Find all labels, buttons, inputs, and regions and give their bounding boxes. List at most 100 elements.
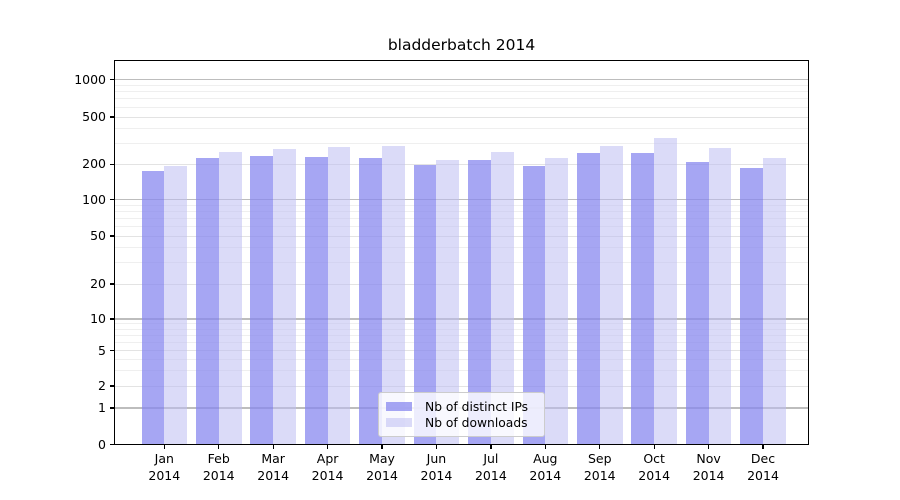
gridline-minor-30 (114, 262, 809, 264)
x-tick-label-mar: Mar 2014 (245, 451, 301, 484)
x-tick-label-nov: Nov 2014 (681, 451, 737, 484)
bar-ips-jul (468, 160, 491, 445)
y-tick-label-20: 20 (90, 276, 106, 291)
gridline-minor-80 (114, 210, 809, 212)
y-tick-20 (109, 283, 114, 285)
month-name: Oct (643, 451, 665, 466)
x-tick-feb (218, 444, 220, 449)
y-tick-0 (109, 443, 114, 446)
x-tick-jul (490, 444, 492, 449)
bar-downloads-nov (708, 148, 732, 445)
gridline-minor-300 (114, 142, 809, 144)
bar-downloads-feb (218, 152, 242, 445)
gridline-minor-9 (114, 323, 809, 325)
month-name: Aug (533, 451, 558, 466)
month-name: Feb (207, 451, 230, 466)
bar-ips-nov (685, 161, 709, 445)
x-tick-label-feb: Feb 2014 (191, 451, 247, 484)
bar-downloads-may (382, 145, 405, 445)
x-tick-sep (599, 444, 601, 449)
bar-ips-oct (631, 153, 655, 445)
y-tick-label-1: 1 (98, 400, 106, 415)
y-tick-label-10: 10 (90, 311, 106, 326)
plot-area (114, 60, 809, 445)
x-tick-aug (544, 444, 546, 449)
month-name: Jun (426, 451, 447, 466)
month-year: 2014 (583, 467, 616, 483)
bar-ips-mar (250, 155, 274, 445)
bar-ips-dec (740, 167, 764, 445)
month-year: 2014 (202, 467, 235, 483)
bar-downloads-apr (327, 146, 351, 445)
y-tick-label-50: 50 (90, 228, 106, 243)
bar-ips-feb (195, 158, 219, 445)
gridline-20 (114, 283, 809, 285)
y-tick-500 (109, 116, 114, 118)
chart-title: bladderbatch 2014 (387, 36, 536, 54)
x-tick-nov (707, 444, 710, 449)
x-tick-label-aug: Aug 2014 (517, 451, 573, 484)
gridline-minor-900 (114, 84, 809, 86)
x-tick-label-dec: Dec 2014 (735, 451, 791, 484)
x-tick-label-jul: Jul 2014 (463, 451, 519, 484)
month-name: Sep (587, 451, 612, 466)
gridline-5 (114, 350, 809, 351)
month-name: Nov (696, 451, 721, 466)
gridline-100 (114, 198, 809, 201)
gridline-minor-6 (114, 341, 809, 343)
gridline-minor-70 (114, 217, 809, 219)
month-year: 2014 (529, 467, 562, 483)
month-name: May (369, 451, 395, 466)
month-year: 2014 (747, 467, 779, 483)
gridline-minor-40 (114, 247, 809, 249)
bar-downloads-aug (545, 157, 569, 445)
x-tick-jan (163, 444, 165, 449)
gridline-500 (114, 116, 809, 118)
x-tick-label-may: May 2014 (354, 451, 410, 484)
month-year: 2014 (692, 467, 725, 483)
x-tick-label-jun: Jun 2014 (408, 451, 464, 484)
legend-label-distinct-ips: Nb of distinct IPs (425, 399, 529, 414)
bar-downloads-sep (599, 145, 623, 445)
month-year: 2014 (257, 467, 290, 483)
gridline-minor-90 (114, 204, 809, 206)
legend-label-downloads: Nb of downloads (425, 415, 528, 430)
y-tick-label-0: 0 (98, 436, 106, 452)
gridline-200 (114, 163, 809, 165)
x-tick-dec (762, 444, 764, 449)
month-name: Mar (261, 451, 285, 466)
gridline-2 (114, 385, 809, 387)
bar-downloads-mar (273, 148, 296, 445)
gridline-minor-600 (114, 106, 809, 108)
x-tick-label-apr: Apr 2014 (300, 451, 356, 484)
month-name: Jul (483, 451, 499, 466)
bar-downloads-jun (436, 159, 460, 445)
legend-swatch-distinct-ips (386, 401, 412, 411)
y-tick-label-500: 500 (82, 109, 106, 124)
bar-ips-sep (576, 152, 600, 445)
gridline-minor-60 (114, 225, 809, 227)
x-tick-label-jan: Jan 2014 (136, 451, 192, 484)
y-tick-2 (109, 385, 114, 387)
gridline-10 (114, 318, 809, 320)
gridline-50 (114, 235, 809, 237)
gridline-1000 (114, 78, 809, 81)
y-tick-label-1000: 1000 (74, 71, 106, 87)
x-tick-jun (435, 444, 438, 449)
bar-ips-jun (413, 165, 437, 445)
month-year: 2014 (148, 467, 181, 483)
gridline-minor-8 (114, 328, 809, 330)
y-tick-label-2: 2 (98, 378, 106, 393)
bar-downloads-oct (654, 137, 677, 445)
month-name: Jan (154, 451, 174, 466)
bar-ips-apr (304, 156, 328, 445)
month-year: 2014 (311, 467, 344, 483)
x-tick-oct (653, 444, 655, 449)
month-name: Apr (316, 451, 339, 466)
gridline-minor-3 (114, 369, 809, 371)
gridline-minor-800 (114, 91, 809, 93)
month-name: Dec (750, 451, 776, 466)
month-year: 2014 (366, 467, 398, 483)
y-tick-50 (109, 235, 114, 237)
